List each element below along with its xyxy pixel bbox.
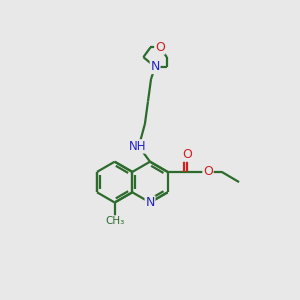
Text: N: N (145, 196, 155, 209)
Text: O: O (155, 41, 165, 54)
Text: O: O (182, 148, 192, 161)
Text: NH: NH (128, 140, 146, 153)
Text: CH₃: CH₃ (105, 216, 124, 226)
Text: N: N (150, 60, 160, 73)
Text: O: O (203, 165, 213, 178)
